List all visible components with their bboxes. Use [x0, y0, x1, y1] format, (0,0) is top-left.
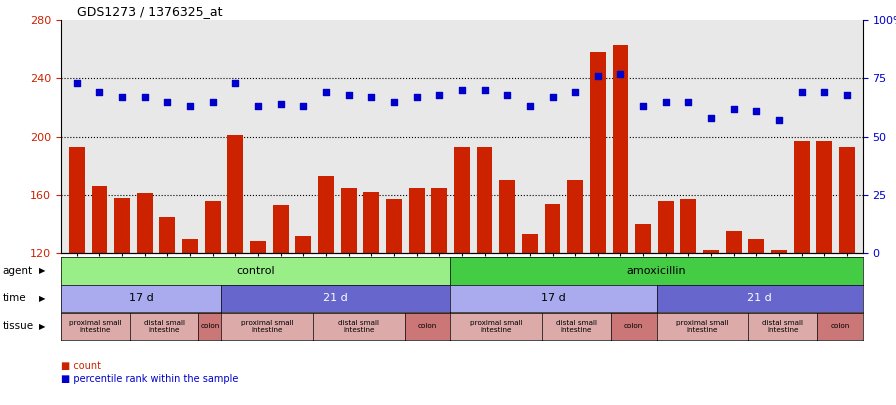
Point — [138, 94, 152, 100]
Bar — [182, 239, 198, 405]
Text: time: time — [3, 294, 26, 303]
Bar — [703, 250, 719, 405]
Text: distal small
intestine: distal small intestine — [556, 320, 597, 333]
Text: 21 d: 21 d — [747, 294, 772, 303]
Point — [387, 98, 401, 105]
Point — [681, 98, 695, 105]
Point — [115, 94, 129, 100]
Point — [590, 73, 605, 79]
Bar — [839, 147, 855, 405]
Text: 17 d: 17 d — [129, 294, 153, 303]
Bar — [477, 147, 493, 405]
Bar — [521, 234, 538, 405]
Bar — [272, 205, 289, 405]
Text: colon: colon — [200, 324, 220, 329]
Bar — [431, 188, 447, 405]
Point — [727, 106, 741, 112]
Bar — [91, 186, 108, 405]
Bar — [635, 224, 651, 405]
Point — [160, 98, 175, 105]
Bar — [114, 198, 130, 405]
Bar — [454, 147, 470, 405]
Text: ▶: ▶ — [39, 322, 45, 331]
Text: ■ percentile rank within the sample: ■ percentile rank within the sample — [61, 373, 238, 384]
Bar — [205, 201, 220, 405]
Point — [432, 92, 446, 98]
Point — [704, 115, 719, 122]
Bar — [409, 188, 425, 405]
Text: colon: colon — [625, 324, 643, 329]
Text: colon: colon — [418, 324, 437, 329]
Bar — [771, 250, 787, 405]
Bar — [613, 45, 628, 405]
Point — [70, 80, 84, 86]
Point — [659, 98, 673, 105]
Point — [749, 108, 763, 114]
Bar — [816, 141, 832, 405]
Bar — [680, 199, 696, 405]
Text: colon: colon — [831, 324, 849, 329]
Point — [568, 89, 582, 96]
Bar — [748, 239, 764, 405]
Text: amoxicillin: amoxicillin — [627, 266, 686, 276]
Point — [478, 87, 492, 94]
Point — [183, 103, 197, 110]
Point — [205, 98, 220, 105]
Bar — [590, 52, 606, 405]
Point — [771, 117, 786, 124]
Bar — [137, 194, 152, 405]
Point — [273, 101, 288, 107]
Point — [251, 103, 265, 110]
Bar — [318, 176, 334, 405]
Point — [92, 89, 107, 96]
Point — [546, 94, 560, 100]
Point — [319, 89, 333, 96]
Bar — [545, 204, 560, 405]
Bar — [499, 180, 515, 405]
Text: ■ count: ■ count — [61, 361, 101, 371]
Bar — [296, 236, 311, 405]
Bar — [726, 231, 742, 405]
Text: proximal small
intestine: proximal small intestine — [676, 320, 728, 333]
Text: proximal small
intestine: proximal small intestine — [69, 320, 122, 333]
Bar — [250, 241, 266, 405]
Text: proximal small
intestine: proximal small intestine — [470, 320, 522, 333]
Text: distal small
intestine: distal small intestine — [762, 320, 803, 333]
Bar — [228, 135, 244, 405]
Point — [409, 94, 424, 100]
Point — [341, 92, 356, 98]
Text: ▶: ▶ — [39, 294, 45, 303]
Point — [364, 94, 378, 100]
Bar — [69, 147, 85, 405]
Point — [795, 89, 809, 96]
Text: tissue: tissue — [3, 322, 34, 331]
Point — [297, 103, 311, 110]
Text: 17 d: 17 d — [541, 294, 566, 303]
Bar — [386, 199, 402, 405]
Point — [500, 92, 514, 98]
Text: proximal small
intestine: proximal small intestine — [241, 320, 294, 333]
Bar — [364, 192, 379, 405]
Text: GDS1273 / 1376325_at: GDS1273 / 1376325_at — [77, 5, 222, 18]
Bar — [794, 141, 810, 405]
Text: distal small
intestine: distal small intestine — [143, 320, 185, 333]
Text: distal small
intestine: distal small intestine — [339, 320, 379, 333]
Point — [522, 103, 537, 110]
Bar — [340, 188, 357, 405]
Point — [454, 87, 470, 94]
Bar — [567, 180, 583, 405]
Text: control: control — [237, 266, 275, 276]
Point — [228, 80, 243, 86]
Point — [817, 89, 831, 96]
Text: 21 d: 21 d — [323, 294, 349, 303]
Bar — [658, 201, 674, 405]
Bar — [159, 217, 176, 405]
Text: agent: agent — [3, 266, 33, 276]
Point — [636, 103, 650, 110]
Point — [840, 92, 854, 98]
Text: ▶: ▶ — [39, 266, 45, 275]
Point — [613, 70, 627, 77]
